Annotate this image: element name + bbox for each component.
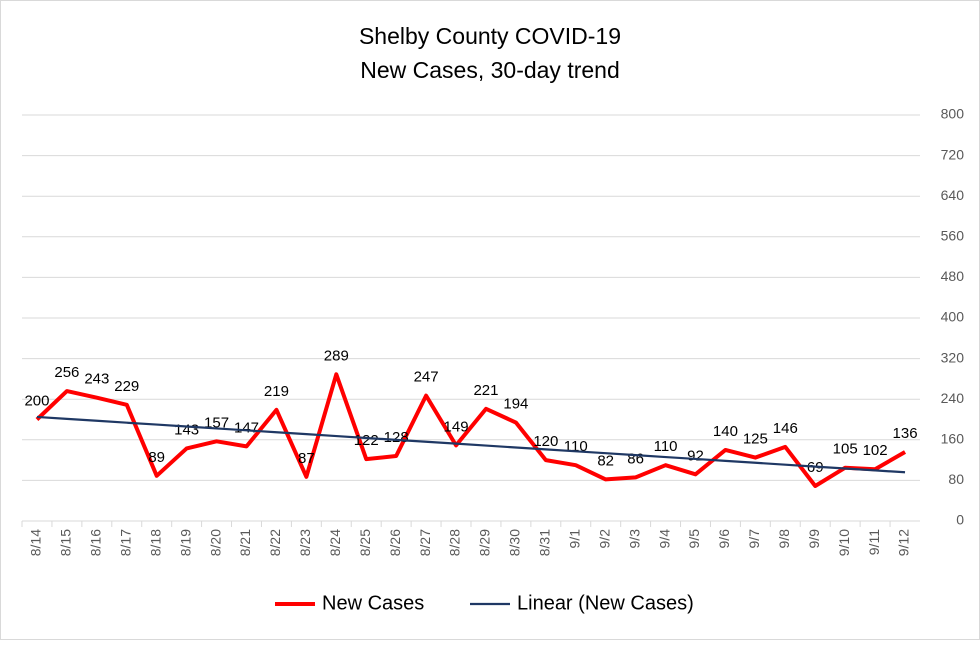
data-label: 221 <box>473 382 498 399</box>
y-tick-label: 720 <box>941 146 965 162</box>
data-label: 122 <box>354 432 379 449</box>
data-label: 143 <box>174 421 199 438</box>
data-label: 110 <box>654 438 678 455</box>
data-label: 128 <box>384 429 409 446</box>
data-label: 256 <box>54 364 79 381</box>
data-label: 243 <box>84 371 109 388</box>
x-tick-label: 8/28 <box>447 529 463 556</box>
x-tick-label: 8/22 <box>267 529 283 556</box>
x-tick-label: 8/19 <box>177 529 193 556</box>
x-tick-label: 8/14 <box>28 529 44 556</box>
y-tick-label: 400 <box>941 309 965 325</box>
data-label: 219 <box>264 383 289 400</box>
x-tick-label: 8/20 <box>207 529 223 556</box>
x-tick-label: 8/23 <box>297 529 313 556</box>
data-label: 229 <box>114 378 139 395</box>
data-label: 289 <box>324 347 349 364</box>
data-label: 136 <box>893 425 918 442</box>
data-label: 200 <box>24 392 49 409</box>
data-label: 105 <box>833 441 858 458</box>
data-line <box>35 372 907 488</box>
x-tick-label: 8/27 <box>417 529 433 556</box>
x-tick-label: 8/31 <box>537 529 553 556</box>
legend-label: New Cases <box>322 592 424 614</box>
x-tick-label: 8/30 <box>507 529 523 556</box>
x-tick-label: 8/26 <box>387 529 403 556</box>
x-tick-label: 9/2 <box>596 529 612 549</box>
data-label: 147 <box>234 419 259 436</box>
data-label: 140 <box>713 423 738 440</box>
data-label: 149 <box>444 418 469 435</box>
y-tick-label: 640 <box>941 187 965 203</box>
data-label: 125 <box>743 431 768 448</box>
y-tick-label: 240 <box>941 390 965 406</box>
data-label: 146 <box>773 420 798 437</box>
chart-title: Shelby County COVID-19 <box>359 23 621 49</box>
data-label: 247 <box>414 369 439 386</box>
y-tick-label: 160 <box>941 431 965 447</box>
y-tick-label: 800 <box>941 106 965 122</box>
x-tick-label: 8/25 <box>357 529 373 556</box>
x-tick-label: 9/1 <box>566 529 582 549</box>
data-label: 102 <box>863 442 888 459</box>
data-label: 89 <box>148 449 165 466</box>
x-tick-label: 8/18 <box>147 529 163 556</box>
x-tick-label: 9/9 <box>806 529 822 549</box>
y-tick-label: 560 <box>941 228 965 244</box>
legend-label: Linear (New Cases) <box>517 592 694 614</box>
data-label: 86 <box>627 450 644 467</box>
data-label: 92 <box>687 447 704 464</box>
x-tick-label: 9/4 <box>656 529 672 549</box>
x-tick-label: 9/3 <box>626 529 642 549</box>
x-tick-label: 8/24 <box>327 529 343 556</box>
x-tick-label: 9/6 <box>716 529 732 549</box>
x-tick-label: 9/8 <box>776 529 792 549</box>
y-tick-label: 320 <box>941 349 965 365</box>
x-tick-label: 8/15 <box>58 529 74 556</box>
x-tick-label: 8/29 <box>477 529 493 556</box>
x-tick-label: 9/11 <box>866 529 882 555</box>
data-label: 120 <box>533 433 558 450</box>
x-tick-label: 9/7 <box>746 529 762 549</box>
y-tick-label: 0 <box>956 512 964 528</box>
x-tick-label: 8/21 <box>237 529 253 556</box>
x-tick-label: 8/16 <box>88 529 104 556</box>
x-tick-label: 9/5 <box>686 529 702 549</box>
y-tick-label: 80 <box>948 471 964 487</box>
chart-subtitle: New Cases, 30-day trend <box>360 57 620 83</box>
trend-line <box>36 415 906 474</box>
x-tick-label: 9/12 <box>896 529 912 556</box>
x-tick-label: 9/10 <box>836 529 852 556</box>
y-tick-label: 480 <box>941 268 965 284</box>
data-label: 82 <box>597 452 614 469</box>
data-label: 87 <box>298 450 315 467</box>
x-tick-label: 8/17 <box>117 529 133 556</box>
data-label: 194 <box>503 396 528 413</box>
